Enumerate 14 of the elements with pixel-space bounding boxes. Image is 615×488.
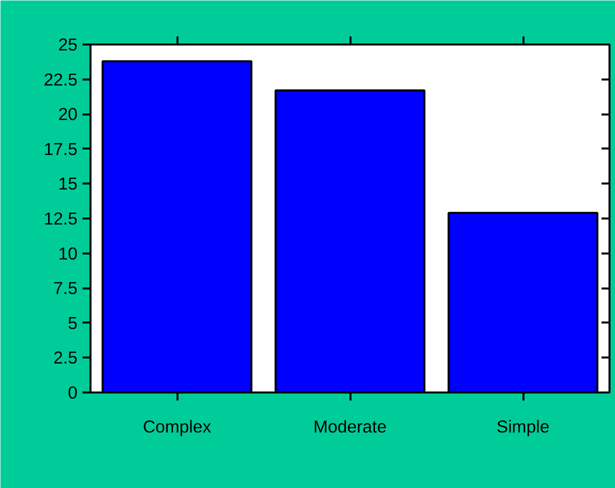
y-tick-label: 25 xyxy=(58,34,78,54)
y-tick-label: 12.5 xyxy=(44,208,78,228)
y-tick-label: 10 xyxy=(58,243,78,264)
y-tick-label: 15 xyxy=(58,174,78,194)
y-tick-label: 20 xyxy=(58,104,78,124)
x-tick-label: Simple xyxy=(496,416,550,436)
y-tick-label: 7.5 xyxy=(53,278,78,298)
y-tick-label: 17.5 xyxy=(44,138,78,159)
x-tick-label: Moderate xyxy=(313,416,387,436)
y-tick-label: 22.5 xyxy=(44,69,78,90)
y-tick-label: 0 xyxy=(68,382,78,402)
y-tick-label: 2.5 xyxy=(53,348,78,368)
x-tick-label: Complex xyxy=(142,416,212,436)
y-tick-label: 5 xyxy=(68,312,78,333)
